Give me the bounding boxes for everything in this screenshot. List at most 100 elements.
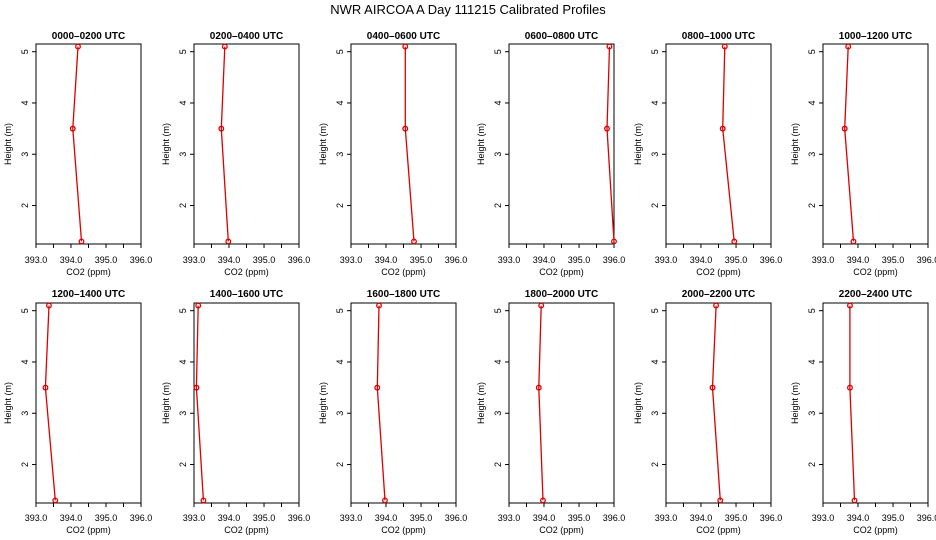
profile-line [72, 46, 83, 242]
x-tick-label: 394.0 [60, 513, 83, 523]
x-tick-label: 396.0 [760, 513, 783, 523]
data-point [225, 238, 232, 245]
y-tick-label: 2 [807, 462, 817, 467]
x-tick-label: 396.0 [130, 255, 153, 265]
data-point [538, 302, 545, 309]
plot-frame [822, 302, 929, 504]
x-tick-label: 395.0 [95, 513, 118, 523]
x-axis-label: CO2 (ppm) [696, 267, 741, 277]
x-tick-label: 394.0 [375, 255, 398, 265]
panel-title: 2200–2400 UTC [839, 289, 912, 300]
data-point [719, 125, 726, 132]
x-axis-label: CO2 (ppm) [66, 267, 111, 277]
y-axis-label: Height (m) [790, 382, 800, 424]
data-point [75, 43, 81, 50]
plot-frame [35, 43, 142, 245]
x-axis-label: CO2 (ppm) [696, 525, 741, 535]
x-tick-label: 393.0 [812, 513, 835, 523]
data-point [374, 384, 381, 391]
y-tick-label: 5 [178, 308, 188, 313]
panel-4: 0600–0800 UTC 393.0 394.0 395.0 396.0 2 3 4 5 CO2… [476, 31, 625, 277]
y-tick-label: 5 [20, 308, 30, 313]
x-tick-label: 394.0 [60, 255, 83, 265]
plot-frame [193, 302, 300, 504]
data-point [402, 125, 409, 132]
x-tick-label: 393.0 [25, 255, 48, 265]
panel-title: 1000–1200 UTC [839, 31, 912, 42]
y-tick-label: 5 [335, 308, 345, 313]
y-tick-label: 5 [493, 49, 503, 54]
x-axis-label: CO2 (ppm) [539, 525, 584, 535]
y-tick-label: 2 [650, 462, 660, 467]
y-axis-label: Height (m) [790, 123, 800, 165]
x-tick-label: 393.0 [183, 255, 206, 265]
profile-line [376, 305, 386, 501]
y-tick-label: 3 [807, 411, 817, 416]
profile-line [849, 305, 856, 501]
data-point [221, 43, 228, 50]
x-tick-label: 394.0 [690, 255, 713, 265]
y-tick-label: 2 [178, 203, 188, 208]
data-point [717, 497, 724, 504]
profile-line [404, 46, 415, 242]
panel-8: 1400–1600 UTC 393.0 394.0 395.0 396.0 2 3 4 5 CO2… [161, 289, 310, 535]
data-point [604, 125, 610, 132]
y-axis-label: Height (m) [633, 382, 643, 424]
x-tick-label: 395.0 [725, 255, 748, 265]
profile-line [220, 46, 229, 242]
data-point [847, 302, 853, 309]
y-tick-label: 2 [178, 462, 188, 467]
data-point [42, 384, 49, 391]
y-tick-label: 2 [20, 462, 30, 467]
panel-title: 0000–0200 UTC [52, 31, 125, 42]
data-point [540, 497, 546, 504]
panel-title: 2000–2200 UTC [682, 289, 755, 300]
panel-title: 1800–2000 UTC [525, 289, 598, 300]
y-tick-label: 3 [335, 411, 345, 416]
data-point [193, 384, 200, 391]
data-point [376, 302, 382, 309]
panel-9: 1600–1800 UTC 393.0 394.0 395.0 396.0 2 3 4 5 CO2… [318, 289, 467, 535]
plot-frame [35, 302, 142, 504]
x-tick-label: 395.0 [253, 513, 276, 523]
x-tick-label: 395.0 [725, 513, 748, 523]
profile-line [195, 305, 205, 501]
y-tick-label: 2 [493, 203, 503, 208]
x-tick-label: 394.0 [533, 513, 556, 523]
plot-frame [508, 302, 615, 504]
x-tick-label: 393.0 [25, 513, 48, 523]
plot-frame [350, 43, 457, 245]
x-tick-label: 396.0 [917, 255, 936, 265]
y-tick-label: 5 [178, 49, 188, 54]
x-tick-label: 396.0 [445, 255, 468, 265]
x-tick-label: 394.0 [533, 255, 556, 265]
y-tick-label: 5 [650, 49, 660, 54]
plot-frame [665, 43, 772, 245]
y-tick-label: 5 [493, 308, 503, 313]
y-tick-label: 4 [178, 100, 188, 105]
x-tick-label: 393.0 [655, 255, 678, 265]
data-point [709, 384, 716, 391]
x-tick-label: 393.0 [183, 513, 206, 523]
data-point [611, 238, 617, 245]
x-tick-label: 395.0 [882, 513, 905, 523]
x-axis-label: CO2 (ppm) [381, 525, 426, 535]
y-axis-label: Height (m) [476, 382, 486, 424]
y-tick-label: 4 [493, 359, 503, 364]
x-tick-label: 394.0 [218, 513, 241, 523]
y-tick-label: 3 [178, 411, 188, 416]
y-tick-label: 4 [20, 359, 30, 364]
x-tick-label: 393.0 [340, 255, 363, 265]
x-axis-label: CO2 (ppm) [853, 267, 898, 277]
panel-5: 0800–1000 UTC 393.0 394.0 395.0 396.0 2 3 4 5 CO2… [633, 31, 782, 277]
y-tick-label: 4 [650, 359, 660, 364]
data-point [847, 384, 853, 391]
data-point [78, 238, 85, 245]
profile-line [844, 46, 855, 242]
x-tick-label: 394.0 [218, 255, 241, 265]
x-tick-label: 396.0 [760, 255, 783, 265]
panel-title: 0800–1000 UTC [682, 31, 755, 42]
panel-10: 1800–2000 UTC 393.0 394.0 395.0 396.0 2 3 4 5 CO2… [476, 289, 625, 535]
y-tick-label: 5 [650, 308, 660, 313]
x-tick-label: 393.0 [340, 513, 363, 523]
